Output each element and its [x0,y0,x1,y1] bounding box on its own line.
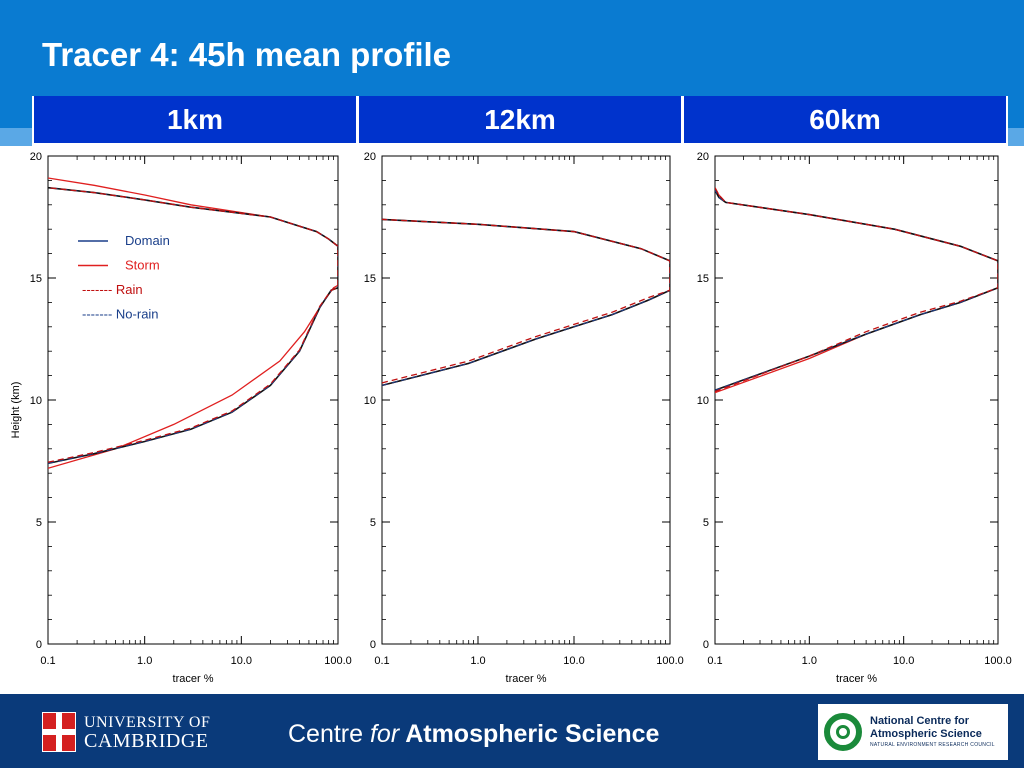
x-tick-label: 100.0 [984,655,1012,667]
plots-area: 0.1 1.0 10.0 100.0 0 5 10 15 20 tracer % Height (k… [0,146,1024,694]
centre-prefix: Centre [288,720,370,748]
series-line-rain [382,218,670,384]
x-tick-label: 100.0 [324,655,352,667]
legend-label-3: ------- No-rain [82,307,159,322]
slide-title: Tracer 4: 45h mean profile [42,36,452,73]
y-axis-label: Height (km) [10,382,22,439]
resolution-label-12km: 12km [359,96,681,143]
legend-label-domain: Domain [125,233,170,248]
resolution-label-60km: 60km [684,96,1006,143]
series-line-storm [48,177,338,469]
cambridge-line1: UNIVERSITY OF [84,714,211,731]
y-tick-label: 15 [697,273,709,285]
y-tick-label: 20 [30,151,42,163]
y-tick-label: 10 [30,395,42,407]
y-tick-label: 5 [370,517,376,529]
legend-label-storm: Storm [125,258,160,273]
y-tick-label: 0 [370,639,376,651]
y-tick-label: 20 [697,151,709,163]
centre-suffix: Atmospheric Science [399,720,660,748]
y-tick-label: 20 [364,151,376,163]
centre-title: Centre for Atmospheric Science [288,720,659,749]
y-tick-label: 15 [364,273,376,285]
ncas-line3: NATURAL ENVIRONMENT RESEARCH COUNCIL [870,742,995,748]
x-axis-label: tracer % [506,673,547,685]
x-tick-label: 1.0 [137,655,152,667]
ncas-line2: Atmospheric Science [870,728,982,740]
plot-frame [47,155,339,645]
series-line-no-rain [715,189,998,391]
plot-frame [381,155,671,645]
ncas-line1: National Centre for [870,715,970,727]
chart-panel-12km: 0.1 1.0 10.0 100.0 0 5 10 15 20 tracer % [364,151,684,685]
footer: UNIVERSITY OF CAMBRIDGE Centre for Atmos… [0,694,1024,768]
plot-frame [714,155,999,645]
series-line-rain [715,187,998,393]
ncas-logo: National Centre for Atmospheric Science … [818,704,1008,760]
centre-for: for [369,720,400,748]
x-tick-label: 0.1 [40,655,55,667]
y-tick-label: 5 [36,517,42,529]
cambridge-logo: UNIVERSITY OF CAMBRIDGE [42,712,210,752]
cambridge-wordmark: UNIVERSITY OF CAMBRIDGE [84,713,210,751]
resolution-label-1km: 1km [34,96,356,143]
x-axis-label: tracer % [173,673,214,685]
profile-charts: 0.1 1.0 10.0 100.0 0 5 10 15 20 tracer % Height (k… [10,151,1012,685]
y-tick-label: 5 [703,517,709,529]
chart-panel-1km: 0.1 1.0 10.0 100.0 0 5 10 15 20 tracer % Height (k… [10,151,352,685]
ncas-ring-icon [824,713,862,751]
x-tick-label: 10.0 [231,655,252,667]
x-axis-label: tracer % [836,673,877,685]
x-tick-label: 10.0 [893,655,914,667]
cambridge-line2: CAMBRIDGE [84,730,209,752]
chart-panel-60km: 0.1 1.0 10.0 100.0 0 5 10 15 20 tracer % [697,151,1012,685]
x-tick-label: 10.0 [563,655,584,667]
chart-legend: Domain Storm ------- Rain ------- No-rain [78,233,170,322]
cambridge-shield-icon [42,712,76,752]
x-tick-label: 0.1 [374,655,389,667]
x-tick-label: 0.1 [707,655,722,667]
y-tick-label: 15 [30,273,42,285]
legend-label-2: ------- Rain [82,282,143,297]
series-line-rain [48,187,338,463]
y-tick-label: 0 [703,639,709,651]
y-tick-label: 0 [36,639,42,651]
ncas-wordmark: National Centre for Atmospheric Science … [870,715,995,749]
x-tick-label: 1.0 [802,655,817,667]
resolution-header: 1km 12km 60km [32,96,1008,146]
x-tick-label: 1.0 [470,655,485,667]
y-tick-label: 10 [697,395,709,407]
y-tick-label: 10 [364,395,376,407]
x-tick-label: 100.0 [656,655,684,667]
series-line-no-rain [382,218,670,386]
